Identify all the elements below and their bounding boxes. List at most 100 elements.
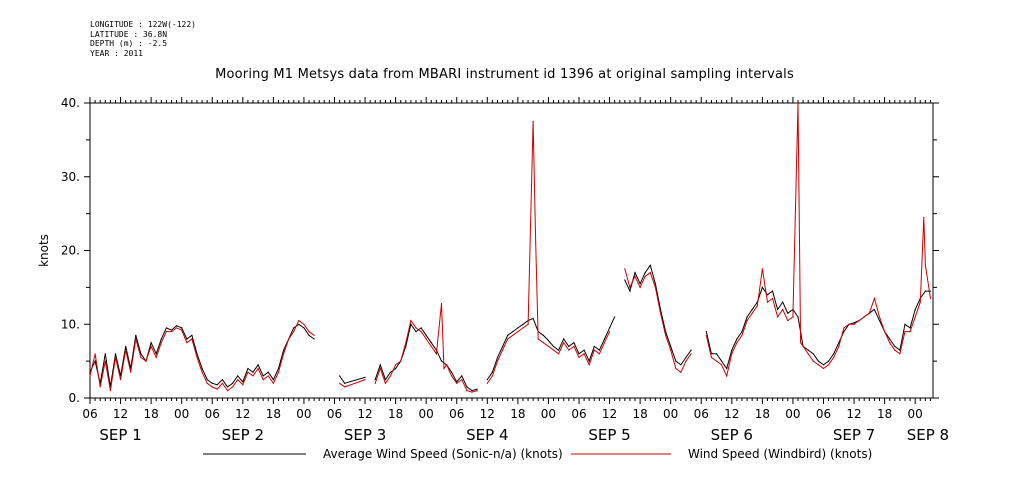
data-point xyxy=(374,382,376,384)
data-point xyxy=(476,388,478,390)
data-point xyxy=(731,353,733,355)
data-point xyxy=(262,379,264,381)
data-point xyxy=(741,334,743,336)
data-point xyxy=(828,364,830,366)
data-point xyxy=(914,308,916,311)
data-point xyxy=(491,375,493,377)
data-point xyxy=(384,382,386,384)
data-point xyxy=(272,382,274,384)
data-point xyxy=(354,379,356,381)
data-point xyxy=(135,334,137,336)
data-point xyxy=(598,353,601,355)
latitude-label: LATITUDE : 36.8N xyxy=(90,29,168,39)
data-point xyxy=(181,329,183,331)
data-point xyxy=(496,360,499,362)
data-point xyxy=(868,312,870,314)
data-point xyxy=(94,353,96,355)
data-point xyxy=(675,367,677,370)
data-point xyxy=(430,345,432,347)
data-point xyxy=(873,308,876,311)
x-hour-tick-label: 00 xyxy=(174,407,189,421)
x-hour-tick-label: 00 xyxy=(419,407,434,421)
data-point xyxy=(176,325,178,327)
data-point xyxy=(822,364,825,366)
data-point xyxy=(476,390,478,392)
x-day-label: SEP 2 xyxy=(222,426,264,444)
data-point xyxy=(308,331,310,333)
data-point xyxy=(288,338,290,340)
data-point xyxy=(649,264,651,266)
series-line-segment xyxy=(486,316,616,380)
data-point xyxy=(843,327,845,329)
data-point xyxy=(929,297,932,299)
data-point xyxy=(726,367,728,370)
plot-metadata: LONGITUDE : 122W(-122) LATITUDE : 36.8N … xyxy=(90,20,196,58)
data-point xyxy=(614,316,616,318)
data-point xyxy=(303,327,305,329)
data-point xyxy=(160,342,162,344)
data-point xyxy=(104,353,106,355)
legend-label-windbird: Wind Speed (Windbird) (knots) xyxy=(688,447,872,461)
data-point xyxy=(415,327,417,329)
data-point xyxy=(833,356,835,358)
data-point xyxy=(680,364,682,366)
y-tick-label: 0. xyxy=(69,391,80,405)
data-point xyxy=(542,334,544,336)
data-point xyxy=(425,334,427,336)
data-point xyxy=(822,367,825,370)
x-hour-tick-label: 12 xyxy=(235,407,250,421)
data-point xyxy=(491,371,493,373)
data-point xyxy=(817,364,820,366)
data-point xyxy=(150,342,152,344)
data-point xyxy=(828,360,830,362)
data-point xyxy=(415,331,417,333)
data-point xyxy=(130,371,132,373)
legend: Average Wind Speed (Sonic-n/a) (knots) Wi… xyxy=(203,447,872,461)
data-point xyxy=(741,331,743,333)
data-point xyxy=(201,371,203,373)
year-label: YEAR : 2011 xyxy=(90,48,143,58)
data-point xyxy=(155,353,157,355)
x-hour-tick-label: 12 xyxy=(357,407,372,421)
data-point xyxy=(609,327,611,329)
x-day-label: SEP 4 xyxy=(466,426,508,444)
x-day-label: SEP 5 xyxy=(588,426,630,444)
data-point xyxy=(603,342,606,344)
data-point xyxy=(552,349,555,351)
data-point xyxy=(644,272,646,274)
data-point xyxy=(283,349,285,351)
series-line-segment xyxy=(89,323,315,388)
data-point xyxy=(226,386,229,388)
data-point xyxy=(420,331,422,333)
data-point xyxy=(542,342,544,344)
data-point xyxy=(721,364,723,366)
data-point xyxy=(685,360,687,362)
data-point xyxy=(751,308,753,311)
data-point xyxy=(878,316,881,318)
data-point xyxy=(517,331,519,333)
data-point xyxy=(155,356,157,358)
data-point xyxy=(746,320,748,322)
data-point xyxy=(257,364,259,366)
chart-title: Mooring M1 Metsys data from MBARI instru… xyxy=(215,67,794,82)
x-day-label: SEP 3 xyxy=(344,426,386,444)
x-hour-tick-label: 18 xyxy=(266,407,281,421)
data-point xyxy=(216,384,218,386)
data-point xyxy=(761,286,764,288)
data-point xyxy=(277,371,280,373)
x-day-label: SEP 6 xyxy=(711,426,753,444)
series-line-segment xyxy=(339,375,366,384)
data-point xyxy=(109,390,111,392)
data-point xyxy=(160,338,162,340)
data-point xyxy=(547,339,550,342)
x-hour-tick-label: 18 xyxy=(510,407,525,421)
data-point xyxy=(99,386,101,388)
data-point xyxy=(588,364,590,366)
data-point xyxy=(486,379,488,381)
data-point xyxy=(471,390,473,392)
data-point xyxy=(800,342,802,344)
data-point xyxy=(150,345,152,347)
data-point xyxy=(364,376,366,378)
data-point xyxy=(216,388,218,390)
